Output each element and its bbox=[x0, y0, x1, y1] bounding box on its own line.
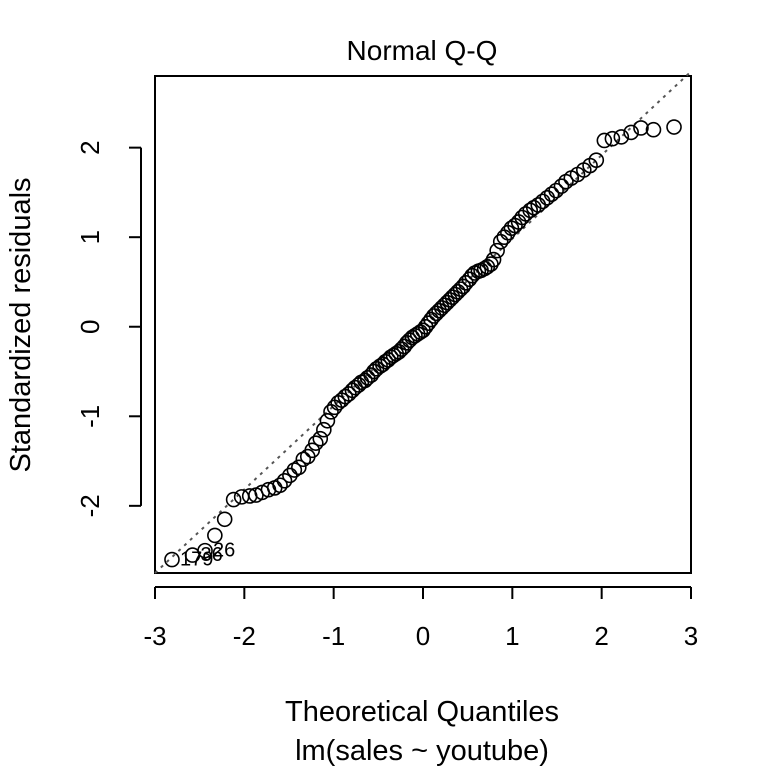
point-label: 179 bbox=[180, 549, 213, 571]
data-point bbox=[441, 292, 458, 308]
data-point bbox=[304, 442, 321, 459]
data-point bbox=[282, 467, 298, 484]
data-point bbox=[553, 178, 570, 194]
data-point bbox=[447, 286, 463, 303]
data-point bbox=[316, 421, 332, 438]
data-point bbox=[543, 186, 560, 203]
data-point bbox=[485, 251, 502, 268]
data-point bbox=[444, 289, 461, 305]
y-axis-label: Standardized residuals bbox=[5, 177, 37, 472]
x-tick-label: -3 bbox=[143, 621, 166, 651]
data-point bbox=[276, 472, 293, 489]
data-point bbox=[207, 527, 223, 544]
data-point bbox=[604, 130, 621, 147]
data-point bbox=[307, 435, 324, 451]
data-point bbox=[312, 430, 329, 447]
y-tick-label: 2 bbox=[75, 140, 105, 154]
data-point bbox=[633, 120, 649, 136]
data-point bbox=[450, 284, 466, 300]
data-point bbox=[539, 189, 555, 206]
data-point bbox=[225, 491, 242, 508]
data-point bbox=[428, 305, 445, 322]
data-point bbox=[514, 209, 530, 226]
x-tick-label: -2 bbox=[233, 621, 256, 651]
x-tick-label: 1 bbox=[505, 621, 519, 651]
data-point bbox=[492, 233, 509, 250]
data-point bbox=[666, 119, 682, 135]
data-point bbox=[613, 129, 630, 145]
data-point bbox=[412, 324, 429, 340]
chart-title: Normal Q-Q bbox=[347, 35, 498, 66]
data-points bbox=[164, 119, 682, 568]
data-point bbox=[319, 412, 336, 429]
data-point bbox=[323, 404, 339, 420]
data-point bbox=[623, 124, 639, 141]
chart-subtitle: lm(sales ~ youtube) bbox=[295, 735, 549, 767]
data-point bbox=[433, 300, 450, 316]
x-tick-label: 2 bbox=[594, 621, 608, 651]
data-point bbox=[496, 229, 513, 245]
data-point bbox=[272, 477, 288, 494]
x-tick-label: -1 bbox=[322, 621, 345, 651]
data-point bbox=[596, 132, 613, 149]
data-point bbox=[522, 202, 539, 219]
x-axis: -3 -2 -1 0 1 2 3 bbox=[143, 586, 698, 651]
y-tick-label: 0 bbox=[75, 320, 105, 334]
data-point bbox=[489, 242, 505, 259]
y-axis: -2 -1 0 1 2 bbox=[75, 140, 142, 517]
data-point bbox=[548, 182, 564, 199]
point-label: 26 bbox=[213, 540, 235, 562]
x-axis-label: Theoretical Quantiles bbox=[285, 696, 559, 728]
point-label: 36 bbox=[201, 544, 223, 566]
data-point bbox=[216, 511, 233, 528]
data-point bbox=[436, 297, 453, 314]
data-point bbox=[391, 344, 407, 360]
data-point bbox=[645, 121, 662, 138]
data-point bbox=[164, 551, 180, 568]
data-point bbox=[431, 302, 447, 319]
y-tick-label: -2 bbox=[75, 494, 105, 517]
y-tick-label: -1 bbox=[75, 405, 105, 428]
plot-frame bbox=[154, 75, 692, 574]
data-point bbox=[439, 294, 455, 311]
x-tick-label: 3 bbox=[684, 621, 698, 651]
data-point bbox=[197, 542, 213, 559]
data-point bbox=[291, 459, 307, 476]
data-point bbox=[588, 152, 605, 168]
y-tick-label: 1 bbox=[75, 230, 105, 244]
x-tick-label: 0 bbox=[416, 621, 430, 651]
data-point bbox=[425, 308, 442, 324]
reference-line bbox=[154, 70, 692, 574]
